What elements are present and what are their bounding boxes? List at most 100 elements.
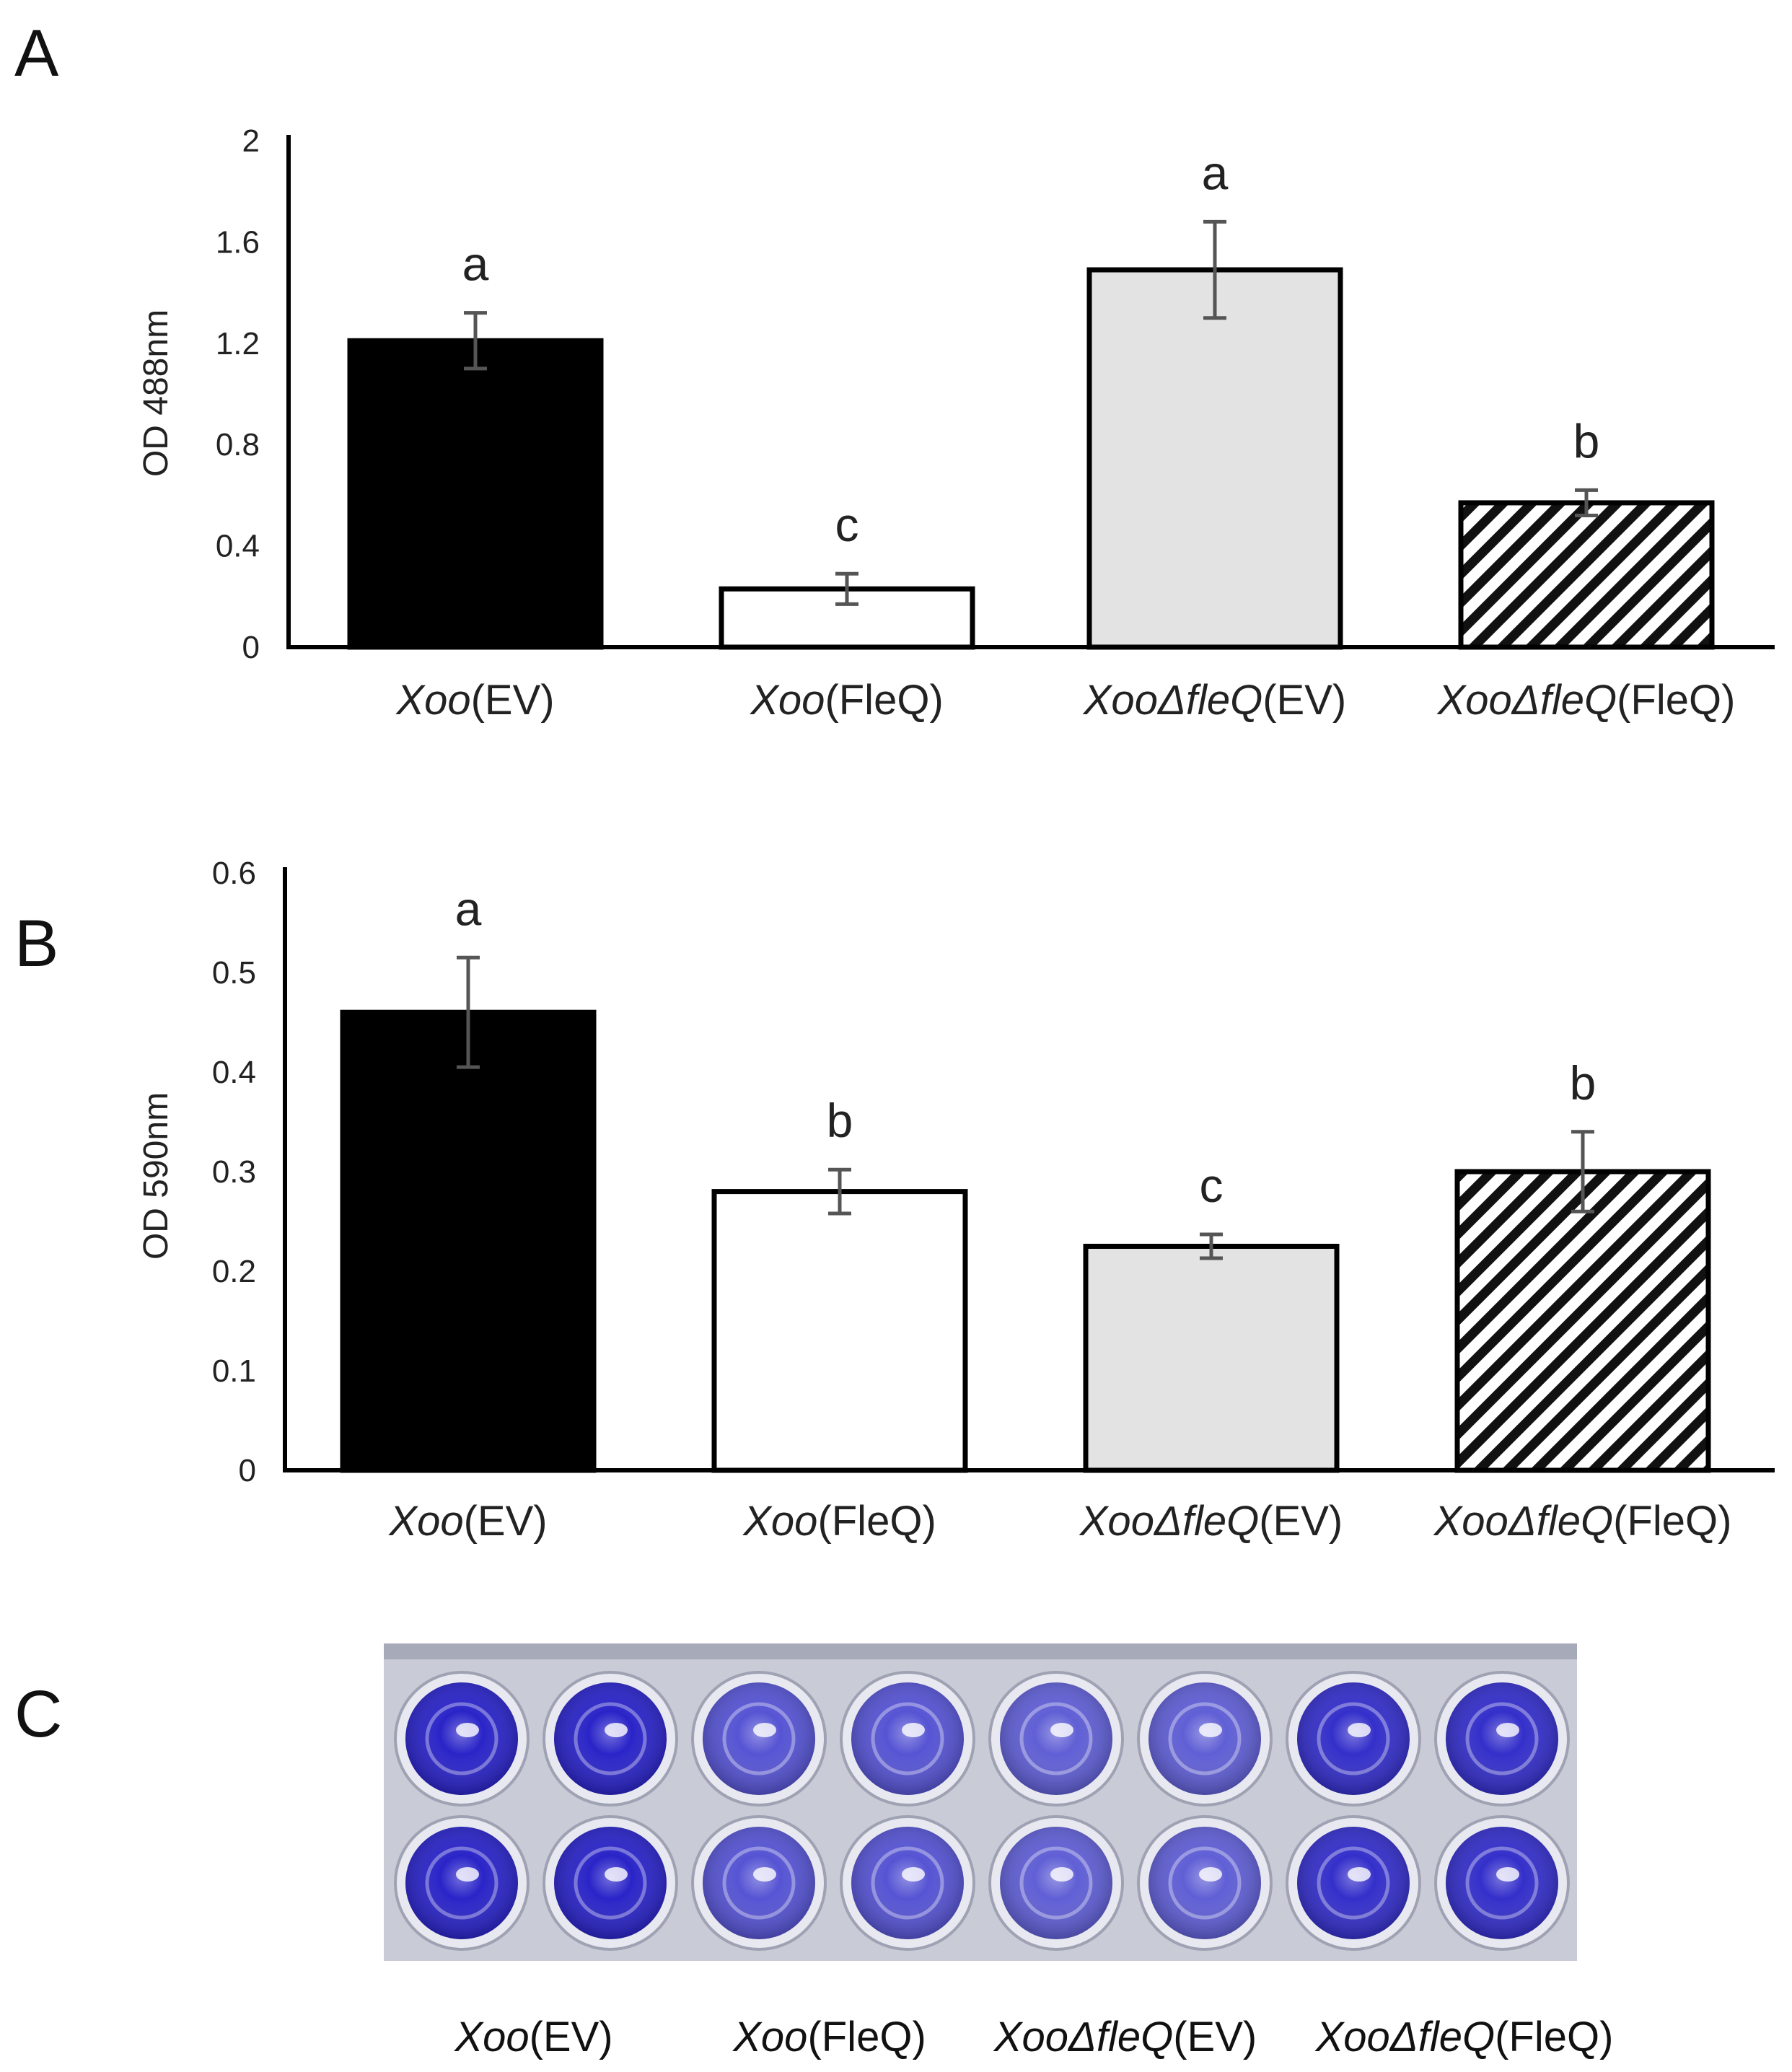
plate-label: Xoo(EV) <box>454 2014 613 2060</box>
category-label: XooΔfleQ(FleQ) <box>1433 1498 1732 1545</box>
y-tick-label: 0 <box>242 630 260 665</box>
well-highlight <box>753 1723 776 1737</box>
significance-letter: c <box>1200 1159 1224 1212</box>
well-highlight <box>456 1867 479 1882</box>
well-inner-ring <box>722 1846 796 1920</box>
well-inner-ring <box>1465 1702 1539 1775</box>
well-highlight <box>902 1867 925 1882</box>
category-label: XooΔfleQ(EV) <box>1079 1498 1343 1545</box>
well-inner-ring <box>425 1846 498 1920</box>
well-shading <box>554 1682 667 1795</box>
well-inner-ring <box>1019 1702 1093 1775</box>
y-tick-label: 0.2 <box>212 1254 256 1289</box>
well-inner-ring <box>871 1846 944 1920</box>
category-label: Xoo(FleQ) <box>742 1498 936 1545</box>
chart-a: a Xoo(EV) c Xoo(FleQ) a XooΔfleQ(EV) b XooΔfleQ… <box>137 123 1775 724</box>
error-bar <box>1200 1232 1223 1260</box>
well <box>1434 1815 1570 1951</box>
well-inner-ring <box>1465 1846 1539 1920</box>
well <box>1434 1671 1570 1807</box>
plate-label: XooΔfleQ(EV) <box>993 2014 1257 2060</box>
y-tick-label: 0.1 <box>212 1353 256 1389</box>
well-shading <box>1000 1827 1112 1939</box>
well <box>394 1671 530 1807</box>
well-inner-ring <box>1317 1846 1390 1920</box>
plate-label: Xoo(FleQ) <box>733 2014 926 2060</box>
y-tick-label: 1.6 <box>216 224 260 260</box>
bar <box>1454 1169 1711 1473</box>
well-highlight <box>1199 1723 1222 1737</box>
well-highlight <box>605 1723 628 1737</box>
category-label: Xoo(FleQ) <box>749 677 944 724</box>
chart-b: a Xoo(EV) b Xoo(FleQ) c XooΔfleQ(EV) b XooΔfleQ… <box>137 856 1775 1545</box>
well-inner-ring <box>1019 1846 1093 1920</box>
plate-label: XooΔfleQ(FleQ) <box>1315 2014 1614 2060</box>
y-tick-label: 0.5 <box>212 955 256 991</box>
well <box>988 1815 1124 1951</box>
well-inner-ring <box>722 1702 796 1775</box>
y-tick-label: 0.3 <box>212 1154 256 1190</box>
well-shading <box>703 1827 815 1939</box>
well-inner-ring <box>871 1702 944 1775</box>
y-tick-label: 0.4 <box>216 529 260 564</box>
y-axis-title: OD 590nm <box>137 1092 175 1260</box>
plate-edge <box>384 1643 1577 1659</box>
bar <box>1458 500 1715 650</box>
y-tick-label: 2 <box>242 123 260 159</box>
well-highlight <box>1348 1867 1371 1882</box>
error-bar <box>1203 219 1226 320</box>
significance-letter: b <box>827 1094 853 1147</box>
well-shading <box>703 1682 815 1795</box>
error-bar <box>1571 1130 1594 1213</box>
category-label: Xoo(EV) <box>395 677 554 724</box>
panel-label-c: C <box>14 1677 63 1751</box>
bar <box>1083 1244 1340 1473</box>
well-shading <box>1148 1827 1261 1939</box>
error-bar <box>457 955 480 1069</box>
well <box>1137 1671 1273 1807</box>
well-shading <box>1297 1682 1410 1795</box>
well-highlight <box>456 1723 479 1737</box>
category-label: XooΔfleQ(FleQ) <box>1436 677 1736 724</box>
significance-letter: b <box>1570 1056 1596 1110</box>
y-tick-label: 0 <box>239 1453 256 1488</box>
well-highlight <box>902 1723 925 1737</box>
plate-labels: Xoo(EV) Xoo(FleQ) XooΔfleQ(EV) XooΔfleQ(Fle… <box>0 2013 1792 2071</box>
significance-letter: c <box>835 498 859 551</box>
y-tick-label: 0.8 <box>216 427 260 462</box>
panel-label-b: B <box>14 907 59 980</box>
well <box>543 1671 678 1807</box>
well-inner-ring <box>1168 1702 1242 1775</box>
bar <box>711 1189 968 1473</box>
well-highlight <box>1199 1867 1222 1882</box>
bar <box>1086 267 1343 650</box>
well-shading <box>1000 1682 1112 1795</box>
well-highlight <box>1496 1723 1519 1737</box>
well-shading <box>851 1682 964 1795</box>
well-inner-ring <box>574 1702 647 1775</box>
well <box>988 1671 1124 1807</box>
well <box>394 1815 530 1951</box>
error-bar <box>828 1167 851 1216</box>
error-bar <box>835 571 858 606</box>
well-shading <box>1297 1827 1410 1939</box>
well-shading <box>1446 1827 1558 1939</box>
well-highlight <box>605 1867 628 1882</box>
well-shading <box>405 1827 518 1939</box>
error-bar <box>464 311 487 371</box>
category-label: XooΔfleQ(EV) <box>1082 677 1346 724</box>
well-shading <box>851 1827 964 1939</box>
well-shading <box>405 1682 518 1795</box>
significance-letter: a <box>1202 146 1229 199</box>
well <box>840 1671 975 1807</box>
well <box>543 1815 678 1951</box>
well-highlight <box>1348 1723 1371 1737</box>
well-highlight <box>1050 1867 1073 1882</box>
well-highlight <box>753 1867 776 1882</box>
y-tick-label: 1.2 <box>216 326 260 361</box>
well-inner-ring <box>574 1846 647 1920</box>
well <box>691 1671 827 1807</box>
category-label: Xoo(EV) <box>387 1498 547 1545</box>
y-tick-label: 0.6 <box>212 856 256 891</box>
well <box>1286 1815 1421 1951</box>
